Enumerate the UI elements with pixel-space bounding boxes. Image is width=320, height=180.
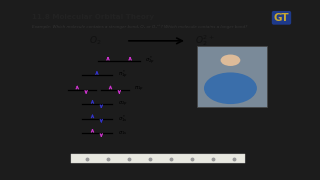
Bar <box>196 46 267 107</box>
Ellipse shape <box>204 72 257 104</box>
Text: Example: Which molecule contains a stronger bond, O₂ or O₂²⁺? Which molecule con: Example: Which molecule contains a stron… <box>32 24 247 29</box>
Text: $O_2^{2+}$: $O_2^{2+}$ <box>195 33 215 48</box>
Text: $\pi_{1p}$: $\pi_{1p}$ <box>134 85 144 94</box>
Text: 11.8 Molecular Orbital Theory: 11.8 Molecular Orbital Theory <box>32 14 154 20</box>
Text: $\sigma^*_{2p}$: $\sigma^*_{2p}$ <box>145 55 155 67</box>
Text: $\pi^*_{1p}$: $\pi^*_{1p}$ <box>118 69 127 81</box>
Bar <box>71 154 245 163</box>
Text: $\sigma^*_{1s}$: $\sigma^*_{1s}$ <box>118 113 127 124</box>
Circle shape <box>220 55 240 66</box>
Text: $\sigma_{2p}$: $\sigma_{2p}$ <box>118 100 128 109</box>
Text: $\sigma_{1s}$: $\sigma_{1s}$ <box>118 129 127 137</box>
Text: $O_2$: $O_2$ <box>89 35 102 47</box>
Text: GT: GT <box>274 13 289 23</box>
